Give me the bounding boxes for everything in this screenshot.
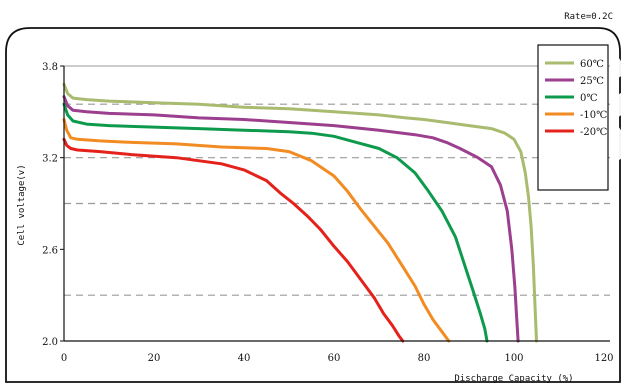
x-axis-label: Discharge Capacity (%): [454, 374, 573, 384]
series-line-3: [62, 118, 451, 343]
x-tick-label: 80: [418, 353, 431, 364]
x-tick-labels: 0 20 40 60 80 100 120: [61, 353, 614, 364]
y-tick-label: 2.6: [42, 245, 58, 256]
series-line-4: [62, 137, 405, 343]
y-tick-label: 3.8: [42, 62, 58, 73]
legend-box: [537, 44, 609, 191]
x-tick-label: 60: [328, 353, 341, 364]
plot-area: [62, 65, 610, 343]
x-tick-label: 0: [61, 353, 67, 364]
legend-label-2: 0℃: [580, 93, 598, 104]
series-line-0: [62, 82, 538, 343]
x-tick-label: 120: [594, 353, 613, 364]
series-line-2: [62, 102, 489, 343]
x-tick-label: 100: [504, 353, 523, 364]
x-tick-label: 40: [238, 353, 251, 364]
legend: 60℃ 25℃ 0℃ -10℃ -20℃: [537, 44, 609, 191]
y-tick-label: 2.0: [42, 337, 58, 348]
y-tick-label: 3.2: [42, 154, 58, 165]
series-line-1: [62, 95, 520, 343]
y-axis-label: Cell voltage(v): [17, 164, 27, 245]
y-tick-labels: 2.0 2.6 3.2 3.8: [42, 62, 64, 348]
x-tick-label: 20: [148, 353, 161, 364]
legend-label-4: -20℃: [580, 127, 607, 138]
legend-label-3: -10℃: [580, 110, 607, 121]
chart-frame: [5, 27, 621, 383]
legend-label-1: 25℃: [580, 76, 604, 87]
rate-annotation: Rate=0.2C: [564, 12, 613, 22]
legend-label-0: 60℃: [580, 59, 604, 70]
